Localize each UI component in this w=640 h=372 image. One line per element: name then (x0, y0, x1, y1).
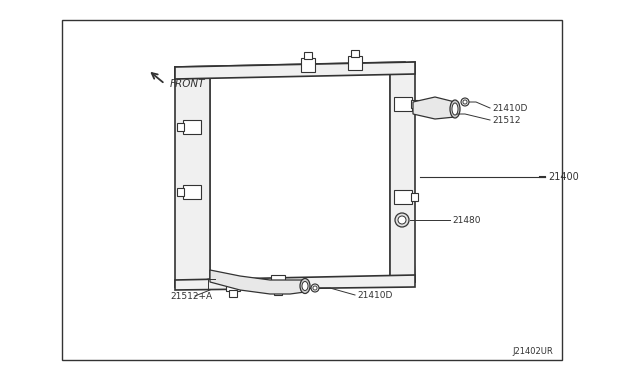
Polygon shape (413, 97, 455, 119)
Bar (348, 56, 362, 70)
Bar (394, 190, 412, 204)
Text: 21400: 21400 (548, 172, 579, 182)
Bar (351, 50, 359, 57)
Ellipse shape (302, 282, 308, 291)
Text: 21410D: 21410D (357, 291, 392, 300)
Bar (411, 100, 418, 108)
Bar (226, 277, 240, 291)
Circle shape (313, 286, 317, 290)
Ellipse shape (450, 100, 460, 118)
Circle shape (395, 213, 409, 227)
Text: FRONT: FRONT (170, 79, 205, 89)
Polygon shape (210, 270, 305, 294)
Text: 21480: 21480 (452, 216, 481, 225)
Circle shape (398, 216, 406, 224)
Circle shape (463, 100, 467, 104)
Text: 21512: 21512 (492, 116, 520, 125)
Text: 21410D: 21410D (492, 104, 527, 113)
Bar (62, 20, 562, 360)
Polygon shape (175, 67, 210, 287)
Polygon shape (175, 62, 415, 287)
Bar (394, 97, 412, 111)
Ellipse shape (452, 103, 458, 115)
Circle shape (311, 284, 319, 292)
Bar (271, 275, 285, 289)
Ellipse shape (300, 279, 310, 294)
Bar (229, 290, 237, 297)
Bar (183, 185, 201, 199)
Bar (411, 193, 418, 201)
Text: 21512+A: 21512+A (170, 292, 212, 301)
Circle shape (461, 98, 469, 106)
Polygon shape (175, 62, 415, 79)
Bar (301, 58, 315, 72)
Polygon shape (210, 67, 390, 284)
Bar (183, 120, 201, 134)
Text: J21402UR: J21402UR (512, 347, 553, 356)
Bar (177, 123, 184, 131)
Bar (274, 288, 282, 295)
Bar (304, 52, 312, 59)
Polygon shape (390, 62, 415, 284)
Polygon shape (175, 275, 415, 290)
Bar (177, 188, 184, 196)
